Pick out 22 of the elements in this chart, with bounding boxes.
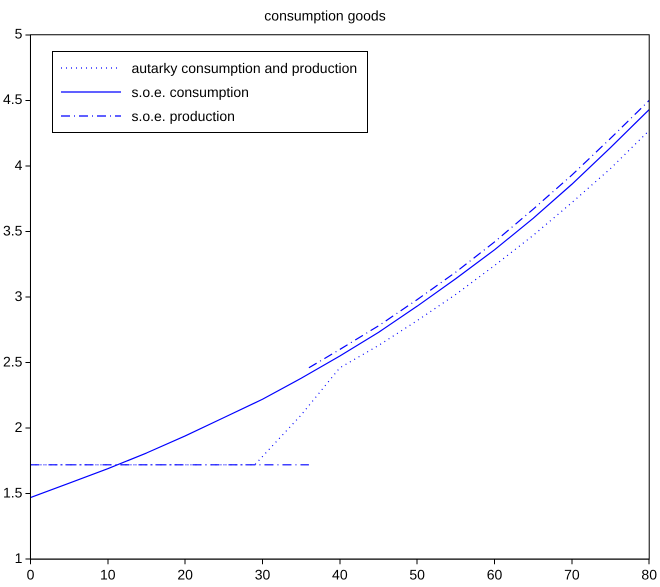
x-tick-label: 70 xyxy=(564,566,580,582)
y-tick-label: 2 xyxy=(14,418,23,435)
x-tick-label: 0 xyxy=(26,566,35,582)
legend-label: s.o.e. production xyxy=(131,108,235,124)
y-tick-label: 4 xyxy=(14,156,23,173)
y-tick-label: 3 xyxy=(14,288,23,304)
x-tick-label: 20 xyxy=(177,566,194,582)
x-tick-label: 30 xyxy=(254,566,270,582)
y-tick-label: 2.5 xyxy=(2,353,23,370)
x-tick-label: 60 xyxy=(486,566,503,582)
x-tick-label: 10 xyxy=(100,566,116,582)
x-tick-label: 40 xyxy=(332,566,348,582)
y-tick-label: 3.5 xyxy=(2,222,23,238)
x-tick-label: 80 xyxy=(641,566,658,582)
y-tick-label: 4.5 xyxy=(2,91,23,108)
y-tick-label: 1 xyxy=(14,550,23,566)
legend-label: s.o.e. consumption xyxy=(131,84,249,100)
y-tick-label: 5 xyxy=(14,26,23,42)
chart-title: consumption goods xyxy=(264,7,386,24)
y-tick-label: 1.5 xyxy=(2,484,23,501)
legend-label: autarky consumption and production xyxy=(131,60,358,76)
x-tick-label: 50 xyxy=(409,566,426,582)
